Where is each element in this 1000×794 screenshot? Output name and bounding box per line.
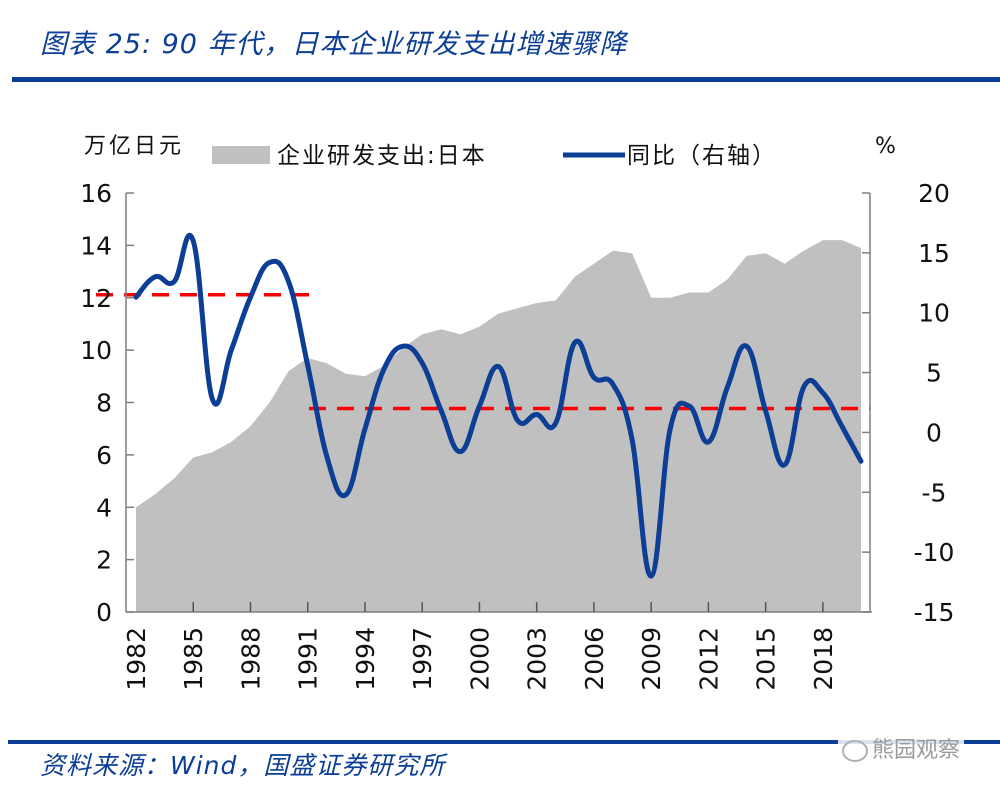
x-tick-label: 2000 xyxy=(465,627,494,691)
right-tick-label: -10 xyxy=(914,538,955,567)
legend-line-label: 同比（右轴） xyxy=(627,143,777,169)
yoy-growth-line xyxy=(133,232,864,579)
left-tick-label: 4 xyxy=(96,493,112,522)
line-layer xyxy=(133,232,864,579)
left-axis-unit: 万亿日元 xyxy=(84,134,184,159)
right-axis-unit: % xyxy=(875,134,896,159)
watermark-text: 熊园观察 xyxy=(872,738,961,763)
left-tick-label: 16 xyxy=(80,179,112,208)
right-tick-label: 10 xyxy=(918,299,950,328)
reference-lines-layer xyxy=(96,293,870,411)
right-tick-label: 20 xyxy=(918,179,950,208)
left-tick-label: 12 xyxy=(80,284,112,313)
title-divider xyxy=(12,77,1000,82)
wechat-icon xyxy=(842,740,868,762)
watermark: 熊园观察 xyxy=(838,732,965,764)
x-tick-label: 2006 xyxy=(580,627,609,691)
x-tick-label: 2018 xyxy=(809,627,838,691)
axes-layer: 0 2 4 6 8 10 12 14 16 -15 -10 -5 0 5 10 15 20 1982 1985 198… xyxy=(80,179,954,691)
x-tick-label: 1988 xyxy=(237,627,266,691)
x-tick-label: 1982 xyxy=(122,627,151,691)
left-tick-label: 14 xyxy=(80,231,112,260)
area-layer xyxy=(136,240,861,612)
right-tick-label: 15 xyxy=(918,239,950,268)
right-tick-label: -5 xyxy=(922,478,947,507)
x-tick-label: 1991 xyxy=(294,627,323,691)
legend-area-label: 企业研发支出:日本 xyxy=(277,143,487,169)
legend: 万亿日元 企业研发支出:日本 同比（右轴） % xyxy=(84,134,896,169)
right-tick-label: -15 xyxy=(914,598,955,627)
source-note: 资料来源：Wind，国盛证券研究所 xyxy=(40,751,446,780)
right-tick-label: 0 xyxy=(926,418,942,447)
right-tick-label: 5 xyxy=(926,359,942,388)
x-tick-label: 1994 xyxy=(351,627,380,691)
left-tick-label: 10 xyxy=(80,336,112,365)
legend-area-swatch xyxy=(212,146,270,164)
x-tick-label: 2009 xyxy=(637,627,666,691)
left-tick-label: 6 xyxy=(96,441,112,470)
left-tick-label: 0 xyxy=(96,598,112,627)
rd-spending-area xyxy=(136,240,861,612)
figure-title: 图表 25: 90 年代，日本企业研发支出增速骤降 xyxy=(40,29,628,60)
x-tick-label: 2003 xyxy=(523,627,552,691)
x-tick-label: 2012 xyxy=(694,627,723,691)
footer-divider xyxy=(8,740,1000,744)
left-tick-label: 2 xyxy=(96,546,112,575)
x-tick-label: 1985 xyxy=(179,627,208,691)
chart: 0 2 4 6 8 10 12 14 16 -15 -10 -5 0 5 10 15 20 1982 1985 198… xyxy=(80,134,954,691)
left-tick-label: 8 xyxy=(96,389,112,418)
x-tick-label: 1997 xyxy=(408,627,437,691)
x-tick-label: 2015 xyxy=(752,627,781,691)
